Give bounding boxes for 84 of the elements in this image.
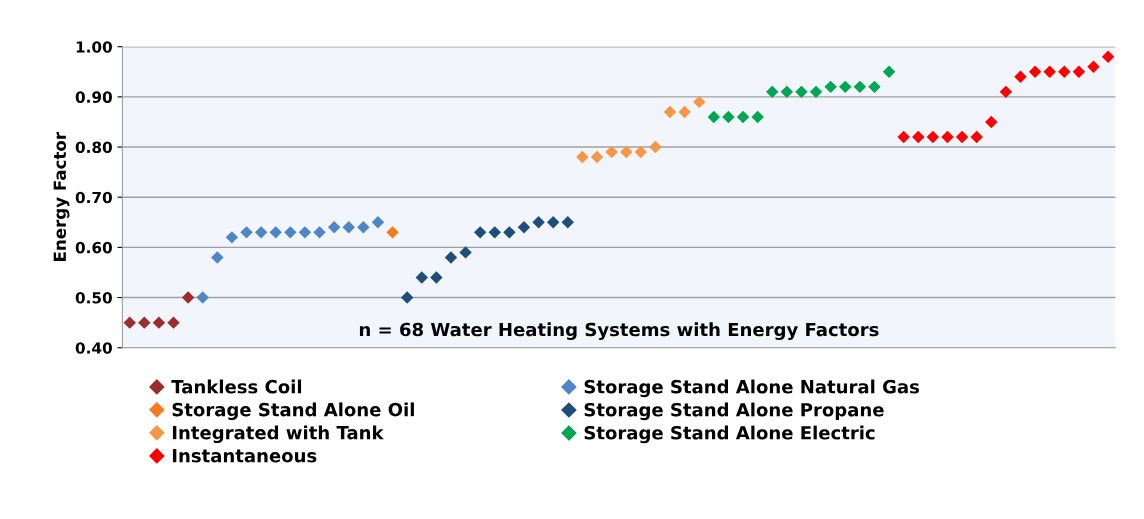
point <box>795 85 808 99</box>
point <box>313 226 326 239</box>
point <box>1101 50 1115 63</box>
point <box>663 105 677 119</box>
point <box>736 110 750 124</box>
point <box>1043 65 1056 79</box>
point <box>415 271 428 284</box>
point <box>1072 65 1086 79</box>
point <box>138 316 151 329</box>
point <box>619 145 633 159</box>
point <box>882 65 896 79</box>
point <box>503 226 516 239</box>
y-tick-label: 0.60 <box>75 241 112 254</box>
point <box>853 80 867 94</box>
point <box>766 85 779 99</box>
point <box>327 221 341 234</box>
point <box>240 226 253 239</box>
point <box>371 216 385 229</box>
point <box>546 216 560 229</box>
point <box>532 216 545 229</box>
point <box>751 110 764 124</box>
legend-label: Storage Stand Alone Natural Gas <box>584 379 919 398</box>
point <box>561 216 575 229</box>
point <box>167 316 180 329</box>
point <box>357 221 370 234</box>
point <box>181 291 195 304</box>
point <box>897 130 910 144</box>
point <box>152 316 166 329</box>
point <box>780 85 794 99</box>
point <box>707 110 721 124</box>
point <box>809 85 823 99</box>
point <box>649 140 662 154</box>
point <box>254 226 268 239</box>
point <box>1028 65 1042 79</box>
point <box>839 80 852 94</box>
point <box>444 251 458 264</box>
point <box>284 226 297 239</box>
point <box>634 145 648 159</box>
legend-label: Integrated with Tank <box>172 425 384 444</box>
point <box>926 130 940 144</box>
point <box>605 145 618 159</box>
point <box>955 130 969 144</box>
point <box>400 291 414 304</box>
point <box>576 150 589 164</box>
point <box>970 130 983 144</box>
point <box>386 226 399 239</box>
point <box>999 85 1013 99</box>
point <box>868 80 881 94</box>
point <box>1087 60 1100 73</box>
point <box>298 226 312 239</box>
y-tick-label: 0.90 <box>75 91 112 103</box>
point <box>590 150 604 164</box>
y-axis-title: Energy Factor <box>53 132 70 261</box>
point <box>985 115 998 129</box>
legend-label: Storage Stand Alone Electric <box>584 425 875 444</box>
point <box>473 226 487 239</box>
point <box>517 221 531 234</box>
point <box>342 221 355 234</box>
point <box>693 95 706 109</box>
point <box>1058 65 1071 79</box>
point <box>678 105 691 119</box>
point <box>941 130 954 144</box>
point <box>912 130 925 144</box>
point <box>430 271 443 284</box>
y-tick-label: 0.40 <box>75 342 112 354</box>
point <box>824 80 837 94</box>
annotation: n = 68 Water Heating Systems with Energy Factors <box>359 322 879 340</box>
point <box>196 291 209 304</box>
y-tick-label: 0.70 <box>75 191 112 204</box>
legend-label: Instantaneous <box>172 449 317 463</box>
legend-label: Tankless Coil <box>171 379 302 394</box>
y-tick-label: 0.80 <box>75 141 112 154</box>
point <box>269 226 282 239</box>
legend-label: Storage Stand Alone Propane <box>584 402 884 421</box>
point <box>225 231 239 244</box>
legend-label: Storage Stand Alone Oil <box>172 402 414 421</box>
point <box>211 251 224 264</box>
point <box>459 246 472 259</box>
point <box>1014 70 1027 84</box>
y-tick-label: 1.00 <box>76 41 112 53</box>
point <box>722 110 735 124</box>
point <box>123 316 136 329</box>
point <box>488 226 501 239</box>
y-tick-label: 0.50 <box>75 292 112 304</box>
